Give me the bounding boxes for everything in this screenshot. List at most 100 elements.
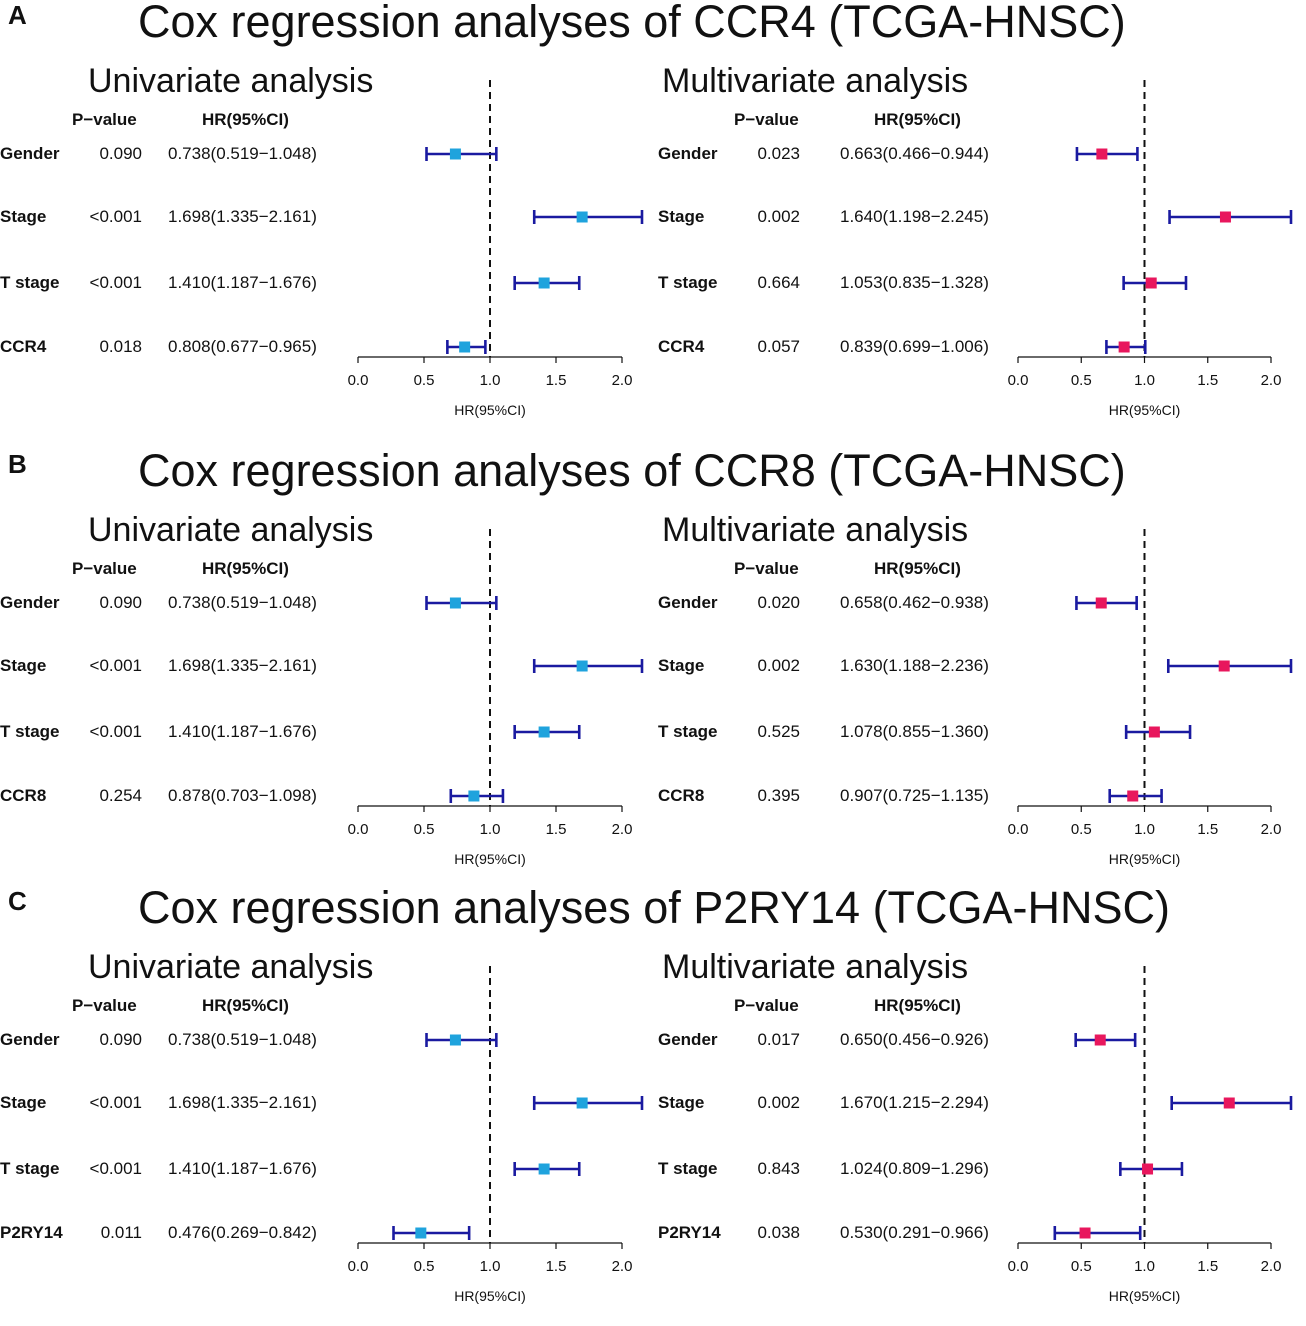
estimate-stage (1168, 210, 1293, 224)
x-tick-label: 2.0 (612, 372, 633, 389)
row-p-value: 0.038 (757, 1223, 800, 1242)
x-tick-label: 0.0 (348, 1258, 369, 1275)
row-hr-ci: 0.738(0.519−1.048) (168, 144, 317, 163)
row-p-value: 0.525 (757, 722, 800, 741)
x-tick-label: 1.0 (480, 1258, 501, 1275)
x-tick-label: 1.0 (1134, 1258, 1155, 1275)
row-p-value: 0.023 (757, 144, 800, 163)
row-p-value: <0.001 (89, 722, 142, 741)
hr-point (1148, 726, 1160, 738)
row-label: P2RY14 (0, 1223, 63, 1242)
hr-point (1218, 660, 1230, 672)
row-hr-ci: 1.640(1.198−2.245) (840, 207, 989, 226)
hr-point (538, 277, 550, 289)
univariate-forest-plot: 0.0 0.5 1.0 1.5 2.0 HR(95%CI) (348, 80, 644, 418)
row-hr-ci: 1.698(1.335−2.161) (168, 656, 317, 675)
hr-point (1118, 341, 1130, 353)
estimate-gender (425, 1033, 498, 1047)
row-hr-ci: 0.907(0.725−1.135) (840, 786, 989, 805)
estimate-stage (532, 659, 644, 673)
row-label: T stage (0, 1159, 60, 1178)
x-tick-label: 2.0 (612, 1258, 633, 1275)
hr-header: HR(95%CI) (874, 996, 961, 1015)
row-hr-ci: 1.410(1.187−1.676) (168, 722, 317, 741)
x-tick-label: 1.5 (1197, 372, 1218, 389)
panel-a: A Cox regression analyses of CCR4 (TCGA-H… (0, 0, 1306, 440)
univariate-forest-plot: 0.0 0.5 1.0 1.5 2.0 HR(95%CI) (348, 529, 644, 867)
row-label: Stage (0, 1093, 47, 1112)
hr-point (1079, 1227, 1091, 1239)
hr-point (1094, 1034, 1106, 1046)
row-label: Stage (658, 656, 705, 675)
row-p-value: <0.001 (89, 273, 142, 292)
multivariate-section: Multivariate analysis P−value HR(95%CI) Gen… (650, 449, 1306, 879)
panel-letter: B (8, 449, 27, 479)
multivariate-title: Multivariate analysis (662, 511, 969, 549)
panel-c: C Cox regression analyses of P2RY14 (TCGA… (0, 882, 1306, 1326)
hr-point (538, 1163, 550, 1175)
x-axis-title: HR(95%CI) (1109, 1288, 1181, 1304)
row-hr-ci: 0.530(0.291−0.966) (840, 1223, 989, 1242)
x-tick-label: 2.0 (1261, 372, 1282, 389)
row-hr-ci: 0.663(0.466−0.944) (840, 144, 989, 163)
x-tick-label: 1.0 (1134, 372, 1155, 389)
x-tick-label: 0.0 (348, 372, 369, 389)
univariate-section: Univariate analysis P−value HR(95%CI) Gende… (0, 886, 650, 1316)
p-value-header: P−value (734, 996, 799, 1015)
multivariate-section: Multivariate analysis P−value HR(95%CI) Gen… (650, 0, 1306, 430)
row-label: Gender (658, 593, 718, 612)
row-p-value: <0.001 (89, 207, 142, 226)
row-hr-ci: 0.839(0.699−1.006) (840, 337, 989, 356)
row-label: Gender (0, 593, 60, 612)
hr-point (459, 341, 471, 353)
row-p-value: 0.011 (100, 1223, 142, 1242)
row-p-value: <0.001 (89, 656, 142, 675)
univariate-section: Univariate analysis P−value HR(95%CI) Gende… (0, 449, 650, 879)
x-tick-label: 0.0 (1008, 821, 1029, 838)
row-p-value: 0.017 (757, 1030, 800, 1049)
multivariate-forest-plot: 0.0 0.5 1.0 1.5 2.0 HR(95%CI) (1008, 966, 1293, 1304)
row-label: Stage (658, 207, 705, 226)
x-tick-label: 1.0 (480, 821, 501, 838)
row-label: T stage (658, 273, 718, 292)
x-axis-title: HR(95%CI) (1109, 851, 1181, 867)
x-axis-title: HR(95%CI) (454, 851, 526, 867)
hr-point (449, 148, 461, 160)
p-value-header: P−value (734, 110, 799, 129)
hr-point (576, 211, 588, 223)
estimate-t-stage (1119, 1162, 1184, 1176)
x-tick-label: 2.0 (612, 821, 633, 838)
x-tick-label: 0.5 (414, 372, 435, 389)
estimate-t-stage (513, 725, 581, 739)
estimate-stage (1170, 1096, 1293, 1110)
p-value-header: P−value (72, 996, 137, 1015)
row-p-value: 0.057 (757, 337, 800, 356)
row-hr-ci: 1.410(1.187−1.676) (168, 273, 317, 292)
panel-b: B Cox regression analyses of CCR8 (TCGA-H… (0, 445, 1306, 889)
row-label: Gender (658, 1030, 718, 1049)
hr-point (1096, 148, 1108, 160)
hr-point (468, 790, 480, 802)
row-label: CCR4 (0, 337, 47, 356)
p-value-header: P−value (734, 559, 799, 578)
x-tick-label: 0.5 (1071, 821, 1092, 838)
p-value-header: P−value (72, 110, 137, 129)
hr-point (576, 1097, 588, 1109)
x-tick-label: 2.0 (1261, 821, 1282, 838)
row-label: Stage (0, 656, 47, 675)
estimate-gender (1074, 1033, 1137, 1047)
hr-header: HR(95%CI) (874, 559, 961, 578)
x-tick-label: 2.0 (1261, 1258, 1282, 1275)
x-tick-label: 0.5 (414, 821, 435, 838)
panel-title: Cox regression analyses of P2RY14 (TCGA-… (138, 882, 1171, 933)
estimate-stage (532, 1096, 644, 1110)
multivariate-title: Multivariate analysis (662, 62, 969, 100)
x-tick-label: 1.0 (480, 372, 501, 389)
estimate-gender (1075, 596, 1138, 610)
hr-point (449, 1034, 461, 1046)
panel-title: Cox regression analyses of CCR8 (TCGA-HN… (138, 445, 1126, 496)
row-p-value: 0.664 (757, 273, 800, 292)
univariate-forest-plot: 0.0 0.5 1.0 1.5 2.0 HR(95%CI) (348, 966, 644, 1304)
x-tick-label: 0.5 (414, 1258, 435, 1275)
hr-point (1095, 597, 1107, 609)
